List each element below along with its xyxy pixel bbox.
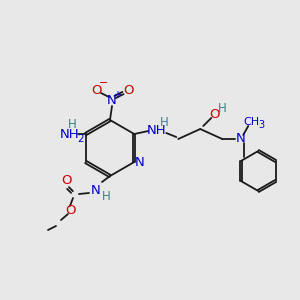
Text: H: H — [68, 118, 76, 130]
Text: N: N — [134, 157, 144, 169]
Text: H: H — [160, 116, 169, 130]
Text: O: O — [61, 173, 71, 187]
Text: −: − — [99, 78, 109, 88]
Text: N: N — [107, 94, 117, 106]
Text: O: O — [91, 83, 101, 97]
Text: CH: CH — [243, 117, 259, 127]
Text: NH: NH — [60, 128, 80, 140]
Text: N: N — [236, 133, 245, 146]
Text: H: H — [102, 190, 110, 202]
Text: N: N — [91, 184, 101, 197]
Text: 3: 3 — [258, 120, 264, 130]
Text: H: H — [218, 103, 226, 116]
Text: +: + — [113, 90, 121, 100]
Text: O: O — [123, 83, 133, 97]
Text: NH: NH — [146, 124, 166, 136]
Text: O: O — [65, 203, 75, 217]
Text: O: O — [209, 109, 220, 122]
Text: 2: 2 — [77, 134, 84, 144]
